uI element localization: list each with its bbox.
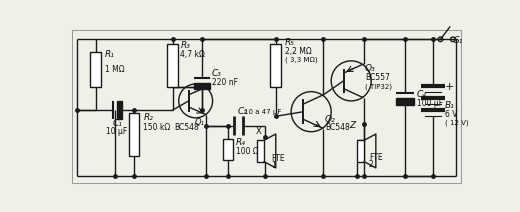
Text: BC548: BC548 [174,123,199,132]
Text: X: X [256,127,262,136]
Bar [194,83,210,89]
Text: 220 nF: 220 nF [212,78,238,87]
Text: 1 MΩ: 1 MΩ [105,66,124,74]
Text: Q₁: Q₁ [194,118,204,127]
Text: 100 μF: 100 μF [417,99,443,109]
Bar [270,44,281,87]
Text: +: + [445,82,454,92]
Text: S₁: S₁ [454,36,464,45]
Text: 10 μF: 10 μF [107,127,128,136]
Bar [396,98,414,105]
Text: R₃: R₃ [180,41,190,50]
Text: C₄: C₄ [417,90,426,99]
Text: 150 kΩ: 150 kΩ [144,123,171,132]
Text: 1: 1 [271,161,276,170]
Text: 6 V: 6 V [445,110,458,119]
Text: C₁: C₁ [112,120,122,128]
Text: C₃: C₃ [212,69,222,78]
Text: 2,2 MΩ: 2,2 MΩ [285,47,311,56]
Text: B₁: B₁ [445,101,455,110]
Text: BC548: BC548 [325,123,350,132]
Bar [357,140,365,162]
Text: 10 a 47 μF: 10 a 47 μF [244,109,281,115]
Text: C₂: C₂ [238,107,248,116]
Bar [128,113,139,156]
Text: FTE: FTE [271,154,285,163]
Text: Q₂: Q₂ [325,115,336,124]
Text: 100 Ω: 100 Ω [236,147,258,156]
Text: ( 3,3 MΩ): ( 3,3 MΩ) [285,56,318,63]
Text: Z: Z [349,121,356,130]
Text: 2: 2 [369,160,374,169]
Bar [223,139,233,160]
Text: FTE: FTE [369,153,383,162]
Text: 4,7 kΩ: 4,7 kΩ [180,50,205,59]
Text: R₁: R₁ [105,50,115,59]
Text: R₄: R₄ [236,138,245,147]
Text: ( 12 V): ( 12 V) [445,120,469,127]
Text: BC557: BC557 [365,73,390,82]
Bar [117,101,122,119]
Text: Q₃: Q₃ [365,64,376,73]
Bar [167,44,178,87]
Text: ( TIP32): ( TIP32) [365,83,392,89]
Bar [257,140,264,162]
Text: R₂: R₂ [144,113,153,121]
Text: R₅: R₅ [285,38,295,47]
Bar [90,52,101,87]
